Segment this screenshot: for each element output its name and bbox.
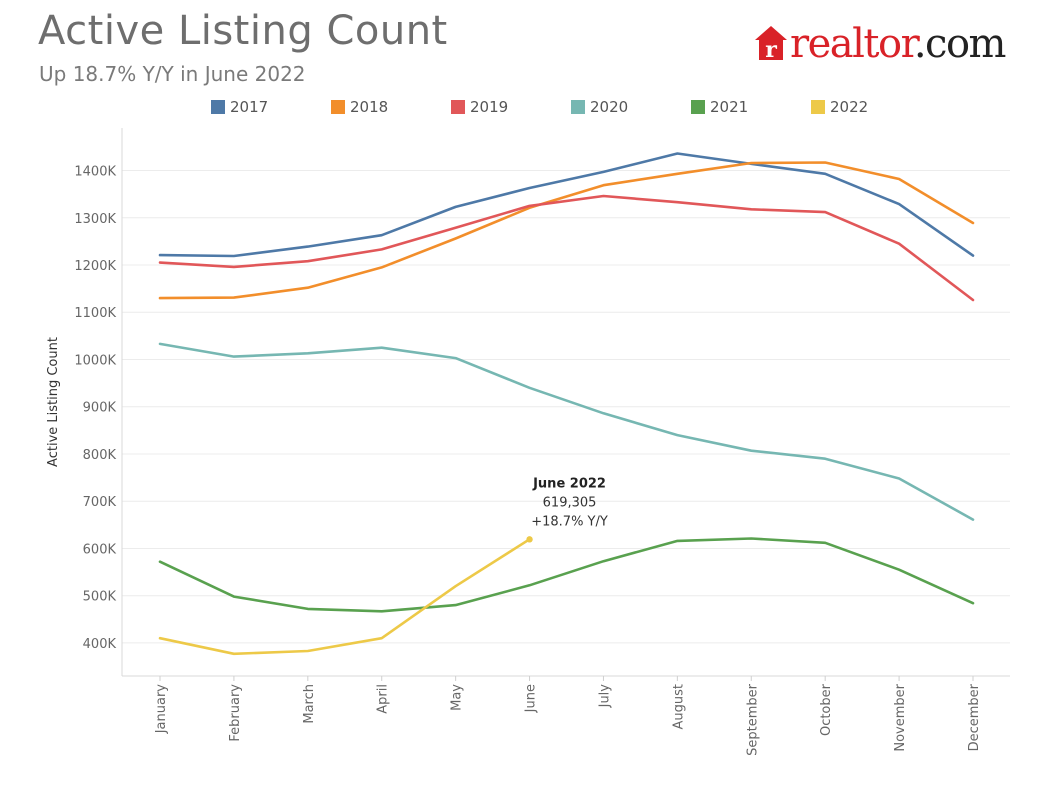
logo-text-main: realtor (790, 21, 915, 67)
series-line-2017 (158, 152, 975, 258)
x-tick-label: October (819, 683, 834, 736)
series-line-2019 (158, 194, 975, 302)
legend-swatch (451, 100, 465, 114)
y-tick-label: 900K (83, 401, 117, 416)
x-tick-label: November (893, 683, 908, 751)
legend-label: 2022 (830, 98, 869, 116)
series-line-2022 (158, 537, 531, 656)
y-tick-label: 1200K (74, 259, 116, 274)
legend-swatch (571, 100, 585, 114)
series-line-2018 (158, 161, 975, 300)
realtor-logo[interactable]: r realtor.com (754, 21, 1007, 67)
y-tick-label: 1100K (74, 306, 116, 321)
chart-title: Active Listing Count (38, 8, 448, 54)
legend-item-2021[interactable]: 2021 (691, 98, 811, 116)
x-tick-label: June (524, 684, 539, 713)
annotation-title: June 2022 (532, 476, 606, 491)
chart-subtitle: Up 18.7% Y/Y in June 2022 (39, 62, 306, 86)
series-line-2020 (158, 342, 975, 521)
y-tick-label: 500K (83, 590, 117, 605)
y-tick-label: 600K (83, 542, 117, 557)
x-tick-label: March (302, 684, 317, 724)
x-tick-label: July (597, 684, 612, 709)
legend-item-2017[interactable]: 2017 (211, 98, 331, 116)
legend-item-2019[interactable]: 2019 (451, 98, 571, 116)
y-tick-label: 700K (83, 495, 117, 510)
logo-wordmark: realtor.com (790, 21, 1007, 67)
x-tick-label: September (745, 683, 760, 756)
y-tick-label: 1000K (74, 353, 116, 368)
legend-label: 2020 (590, 98, 629, 116)
legend-item-2022[interactable]: 2022 (811, 98, 931, 116)
chart-legend: 2017 2018 2019 2020 2021 2022 (211, 98, 931, 116)
x-tick-label: August (671, 684, 686, 730)
x-tick-label: May (450, 684, 465, 711)
x-tick-label: January (154, 684, 169, 735)
y-tick-label: 1400K (74, 165, 116, 180)
x-tick-label: December (967, 683, 982, 751)
annotation-text: +18.7% Y/Y (531, 514, 608, 529)
y-tick-label: 400K (83, 637, 117, 652)
legend-swatch (691, 100, 705, 114)
legend-label: 2018 (350, 98, 389, 116)
legend-swatch (211, 100, 225, 114)
y-tick-label: 1300K (74, 212, 116, 227)
annotation-text: 619,305 (543, 495, 597, 510)
svg-text:r: r (765, 37, 777, 63)
x-tick-label: February (228, 684, 243, 742)
annotation-point (526, 536, 533, 543)
legend-item-2018[interactable]: 2018 (331, 98, 451, 116)
realtor-r-house-icon: r (755, 26, 787, 63)
legend-label: 2017 (230, 98, 269, 116)
legend-swatch (331, 100, 345, 114)
logo-text-dot: .com (913, 21, 1007, 67)
series-line-2021 (158, 537, 975, 613)
legend-item-2020[interactable]: 2020 (571, 98, 691, 116)
legend-swatch (811, 100, 825, 114)
x-tick-label: April (376, 684, 391, 714)
y-tick-label: 800K (83, 448, 117, 463)
y-axis-title: Active Listing Count (46, 337, 61, 467)
legend-label: 2019 (470, 98, 509, 116)
legend-label: 2021 (710, 98, 749, 116)
